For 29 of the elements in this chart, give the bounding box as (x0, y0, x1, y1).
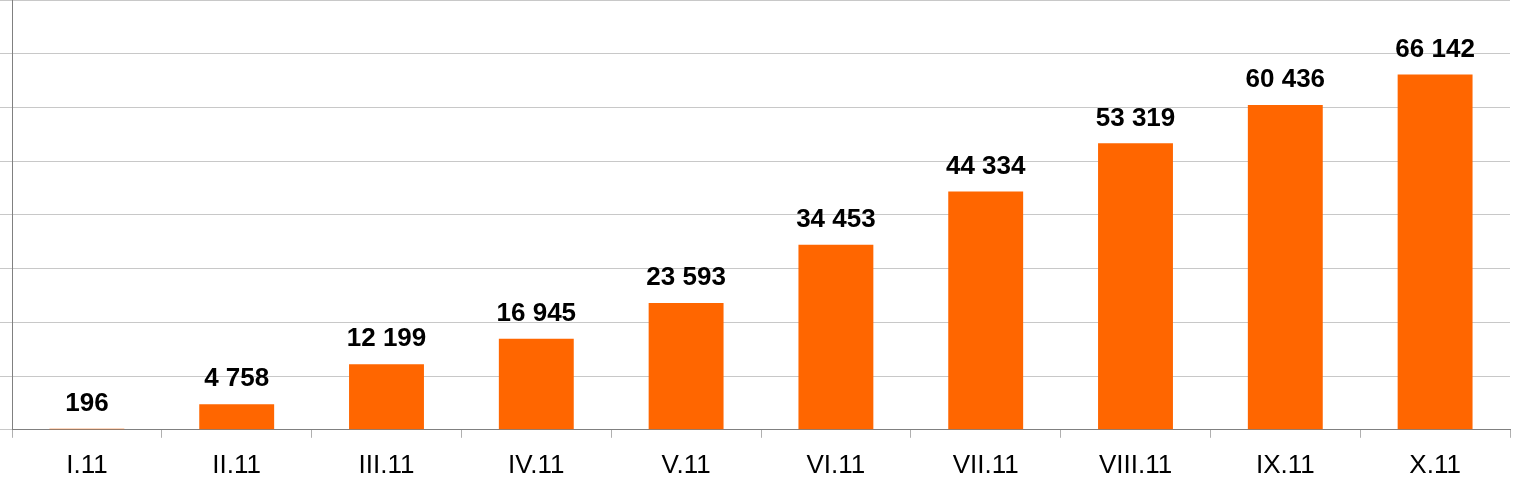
data-label: 34 453 (796, 202, 876, 233)
data-label: 4 758 (204, 362, 270, 393)
data-label: 53 319 (1095, 101, 1176, 132)
x-tick-label: II.11 (212, 448, 262, 479)
x-tick-label: VII.11 (952, 448, 1019, 479)
data-label: 66 142 (1395, 32, 1475, 63)
x-tick-label: I.11 (66, 448, 108, 479)
bar (948, 191, 1024, 430)
x-tick-label: VI.11 (806, 448, 866, 479)
data-label: 60 436 (1245, 63, 1326, 94)
bar (1098, 143, 1173, 430)
x-tick-label: IX.11 (1255, 448, 1315, 479)
x-tick-label: X.11 (1409, 448, 1461, 479)
bar (1397, 74, 1473, 430)
bar (1247, 105, 1323, 430)
data-label: 23 593 (646, 261, 726, 292)
x-tick-label: VIII.11 (1098, 448, 1173, 479)
bar (648, 303, 724, 430)
data-label: 44 334 (945, 149, 1026, 180)
bar (498, 338, 574, 430)
data-label: 16 945 (496, 296, 577, 327)
bar (798, 244, 874, 430)
data-label: 12 199 (346, 322, 427, 353)
x-tick-label: V.11 (661, 448, 711, 479)
x-tick-label: III.11 (358, 448, 415, 479)
data-label: 196 (65, 386, 109, 417)
bar (349, 364, 424, 430)
x-tick-label: IV.11 (508, 448, 565, 479)
bar (199, 404, 275, 430)
